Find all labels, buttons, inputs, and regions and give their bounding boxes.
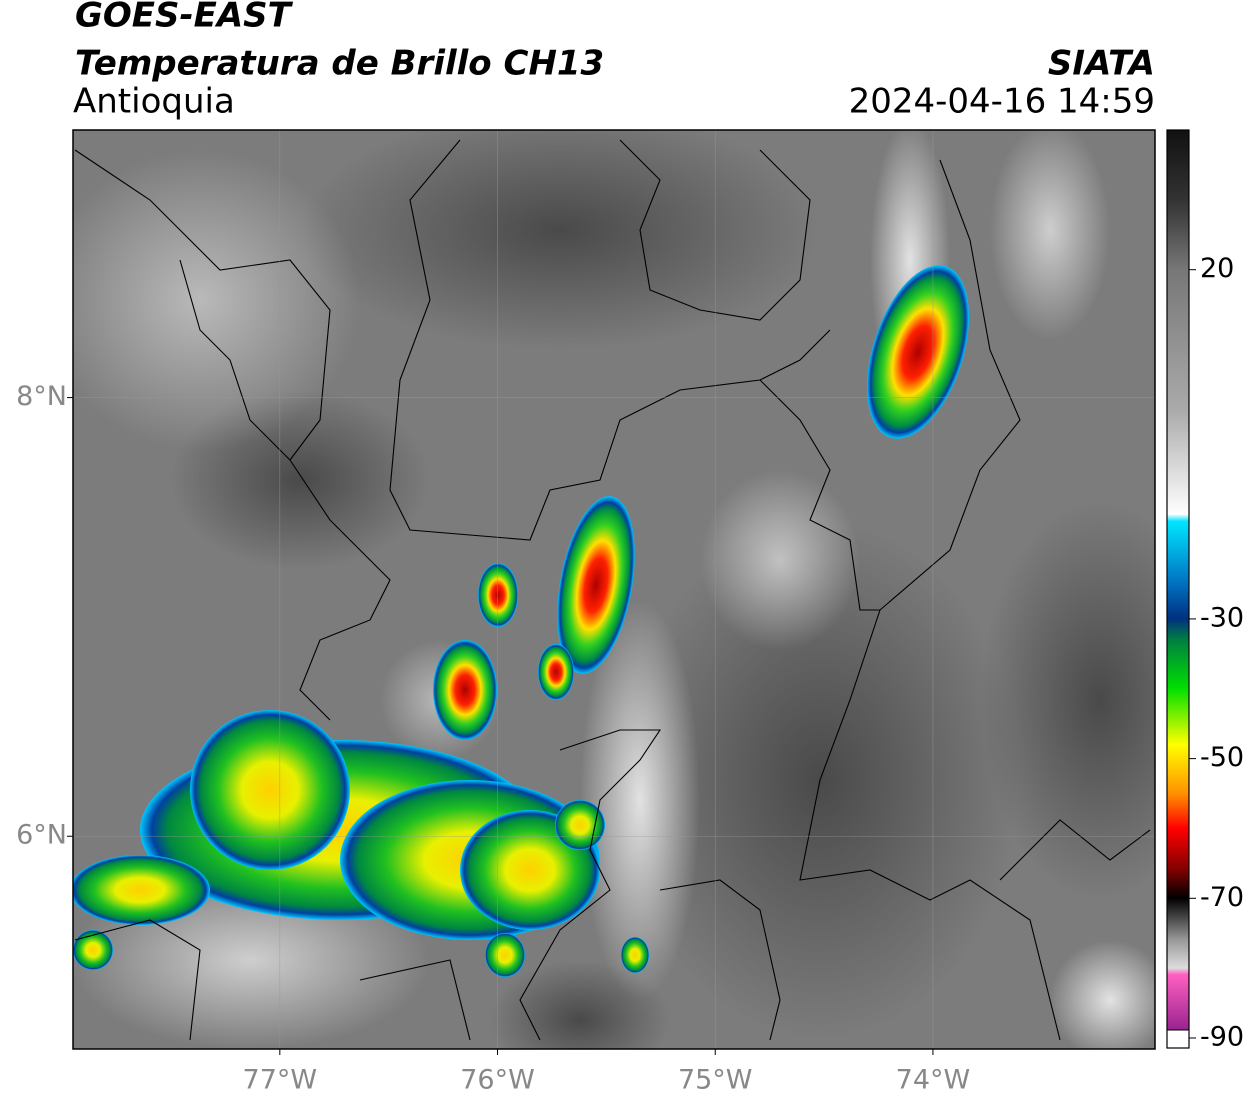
colorbar-under xyxy=(1166,1029,1190,1049)
y-tick-label: 8°N xyxy=(16,381,67,412)
y-tick-label: 6°N xyxy=(16,820,67,851)
satellite-image xyxy=(73,130,1155,1049)
axes: 77°W 76°W 75°W 74°W 6°N 8°N xyxy=(16,381,970,1095)
colorbar-tick-label: -30 xyxy=(1200,602,1244,633)
colorbar-tick-label: -70 xyxy=(1200,882,1244,913)
grid xyxy=(73,130,1155,1049)
colorbar xyxy=(1167,130,1189,1038)
region: Antioquia xyxy=(73,82,235,122)
colorbar-ticks: 20 -30 -50 -70 -90 xyxy=(1189,253,1244,1053)
colorbar-tick-label: 20 xyxy=(1200,253,1234,284)
colorbar-frame xyxy=(1166,129,1190,1049)
x-tick-label: 77°W xyxy=(243,1065,318,1096)
map-frame xyxy=(72,129,1156,1050)
agency: SIATA xyxy=(1048,44,1155,84)
satellite-title: GOES-EAST xyxy=(75,0,294,36)
datetime: 2024-04-16 14:59 xyxy=(849,82,1155,122)
product-title: Temperatura de Brillo CH13 xyxy=(75,44,604,84)
x-tick-label: 75°W xyxy=(678,1065,753,1096)
colorbar-tick-label: -50 xyxy=(1200,742,1244,773)
x-tick-label: 74°W xyxy=(896,1065,971,1096)
x-tick-label: 76°W xyxy=(460,1065,535,1096)
colorbar-tick-label: -90 xyxy=(1200,1022,1244,1053)
